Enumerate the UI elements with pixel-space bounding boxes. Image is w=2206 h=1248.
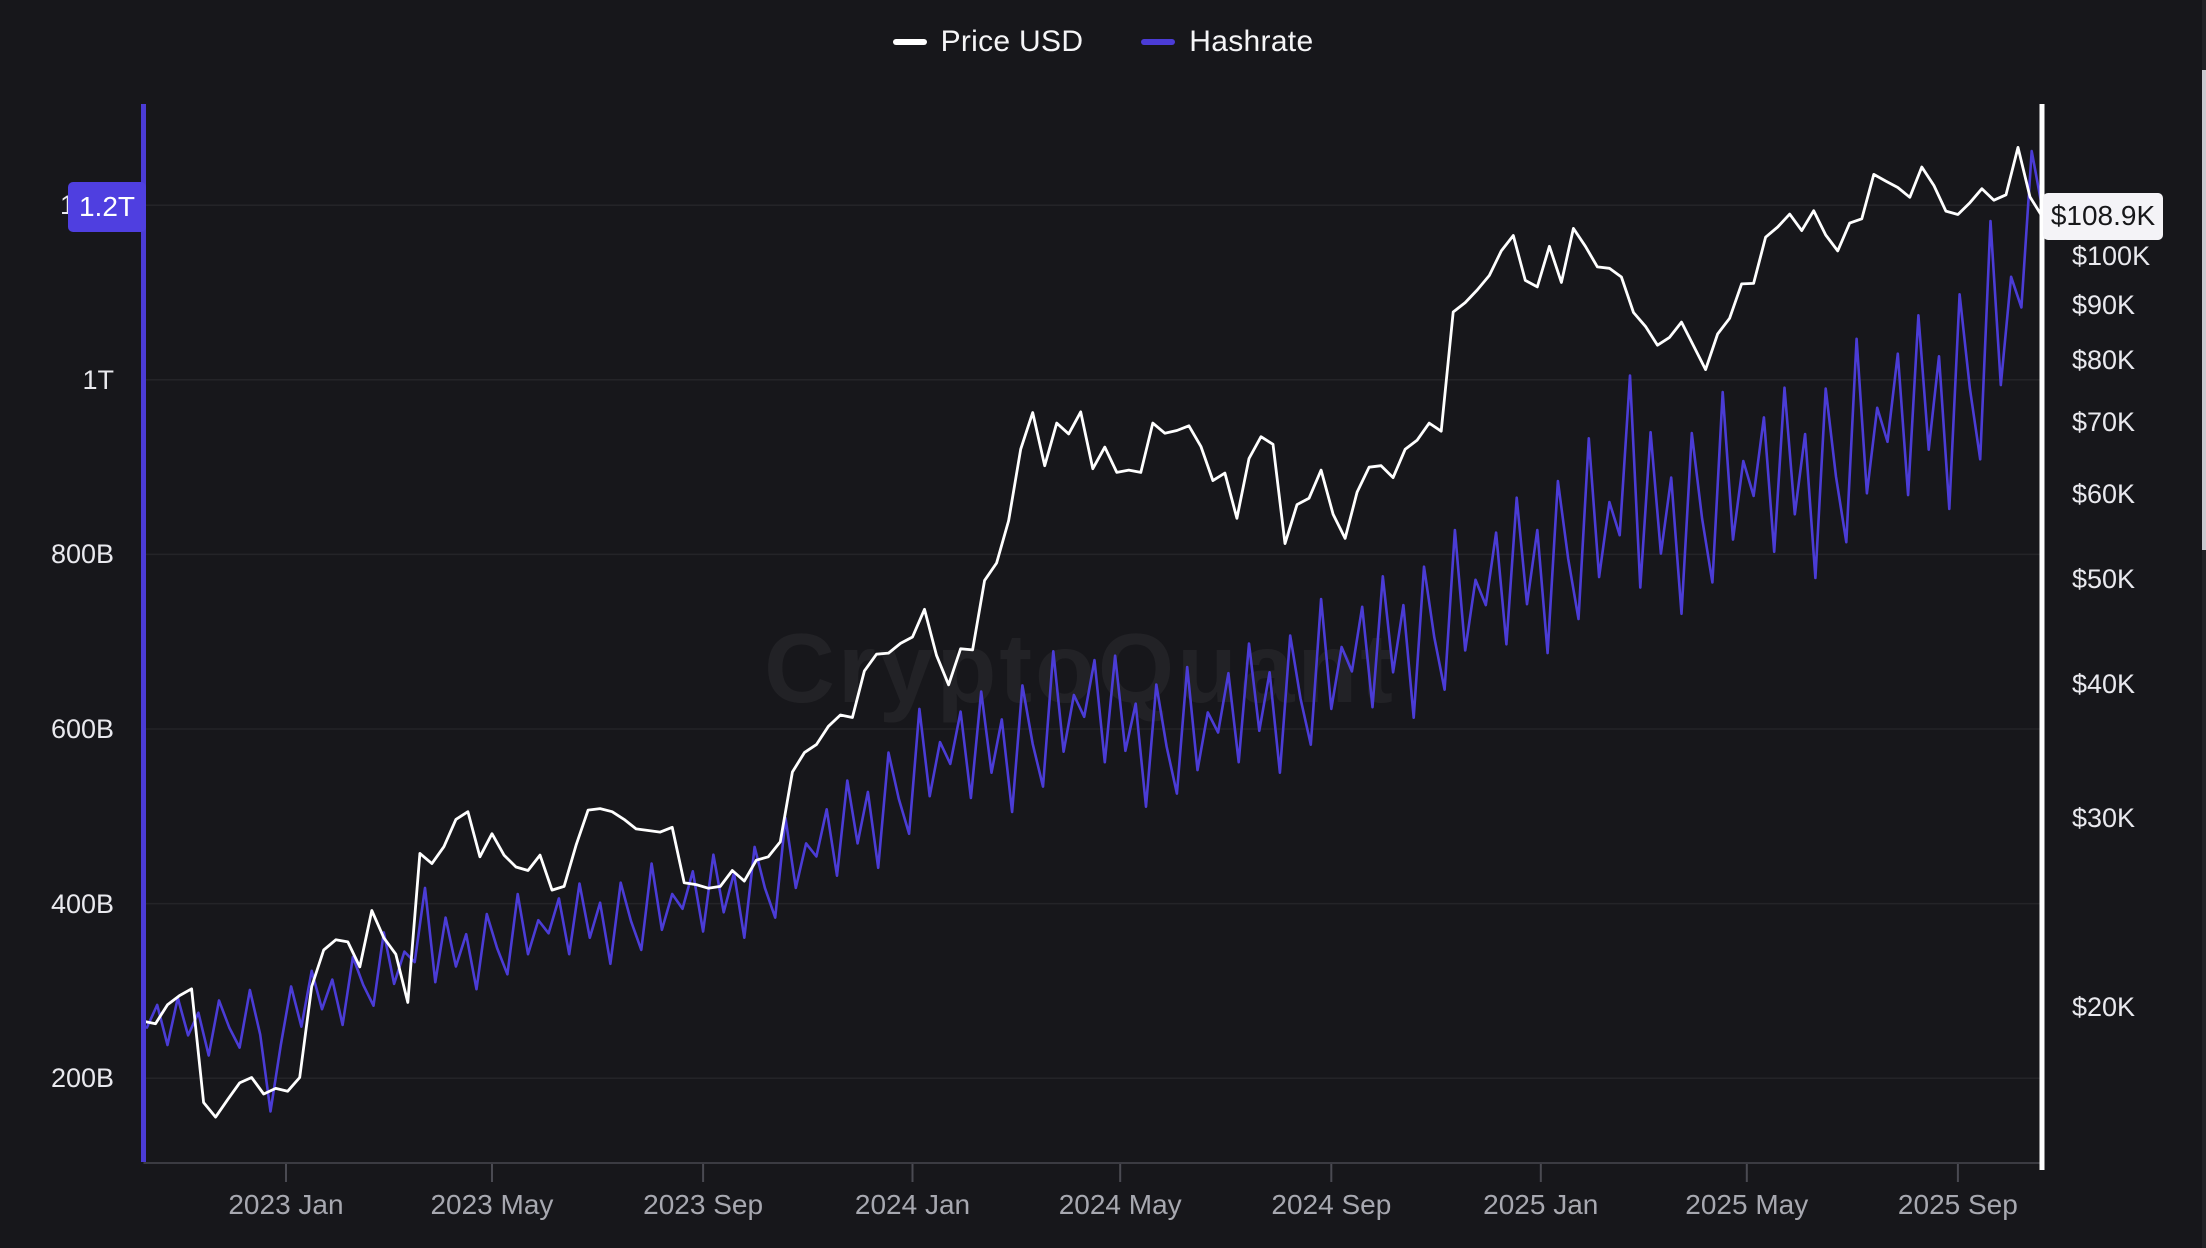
- y-left-tick-label: 800B: [50, 539, 114, 570]
- y-right-tick-label: $90K: [2072, 290, 2136, 321]
- gridlines: [143, 204, 2042, 1079]
- y-right-tick-label: $100K: [2072, 240, 2151, 271]
- y-right-tick-label: $40K: [2072, 668, 2136, 699]
- hashrate-line-swatch-icon: [1141, 39, 1176, 45]
- x-tick-label: 2025 Sep: [1897, 1189, 2018, 1220]
- y-left-tick-label: 400B: [50, 888, 114, 919]
- scrollbar-thumb[interactable]: [2202, 70, 2206, 550]
- y-left-tick-label: 1T: [82, 364, 114, 395]
- x-tick-label: 2023 Jan: [228, 1189, 344, 1220]
- x-tick-label: 2024 Jan: [854, 1189, 971, 1220]
- x-tick-label: 2024 Sep: [1271, 1189, 1392, 1220]
- scrollbar-track[interactable]: [2202, 0, 2206, 1248]
- y-right-tick-label: $60K: [2072, 479, 2136, 510]
- hashrate-last-value-badge: 1.2T: [68, 182, 146, 232]
- x-tick-label: 2025 May: [1685, 1189, 1809, 1220]
- y-right-tick-label: $50K: [2072, 564, 2136, 595]
- x-axis-tick-marks: [285, 1164, 1959, 1182]
- axis-lines: [141, 104, 2045, 1170]
- legend-item-price[interactable]: Price USD: [892, 25, 1084, 59]
- x-tick-label: 2023 May: [430, 1189, 554, 1220]
- y-right-tick-label: $20K: [2072, 992, 2136, 1023]
- y-left-tick-label: 600B: [50, 714, 114, 745]
- y-right-tick-label: $30K: [2072, 802, 2136, 833]
- chart-legend: Price USD Hashrate: [0, 20, 2206, 64]
- y-right-tick-label: $70K: [2072, 407, 2136, 438]
- y-right-tick-label: $80K: [2072, 345, 2136, 376]
- price-line: [143, 145, 2043, 1119]
- x-tick-label: 2023 Sep: [643, 1189, 764, 1220]
- y-left-tick-label: 200B: [50, 1063, 114, 1094]
- price-line-swatch-icon: [892, 39, 927, 45]
- legend-label-price: Price USD: [940, 25, 1084, 58]
- x-tick-label: 2024 May: [1058, 1189, 1182, 1220]
- hashrate-line: [145, 149, 2043, 1113]
- legend-item-hashrate[interactable]: Hashrate: [1141, 25, 1313, 59]
- price-last-value-badge: $108.9K: [2043, 192, 2163, 240]
- x-tick-label: 2025 Jan: [1483, 1189, 1599, 1220]
- legend-label-hashrate: Hashrate: [1189, 25, 1314, 58]
